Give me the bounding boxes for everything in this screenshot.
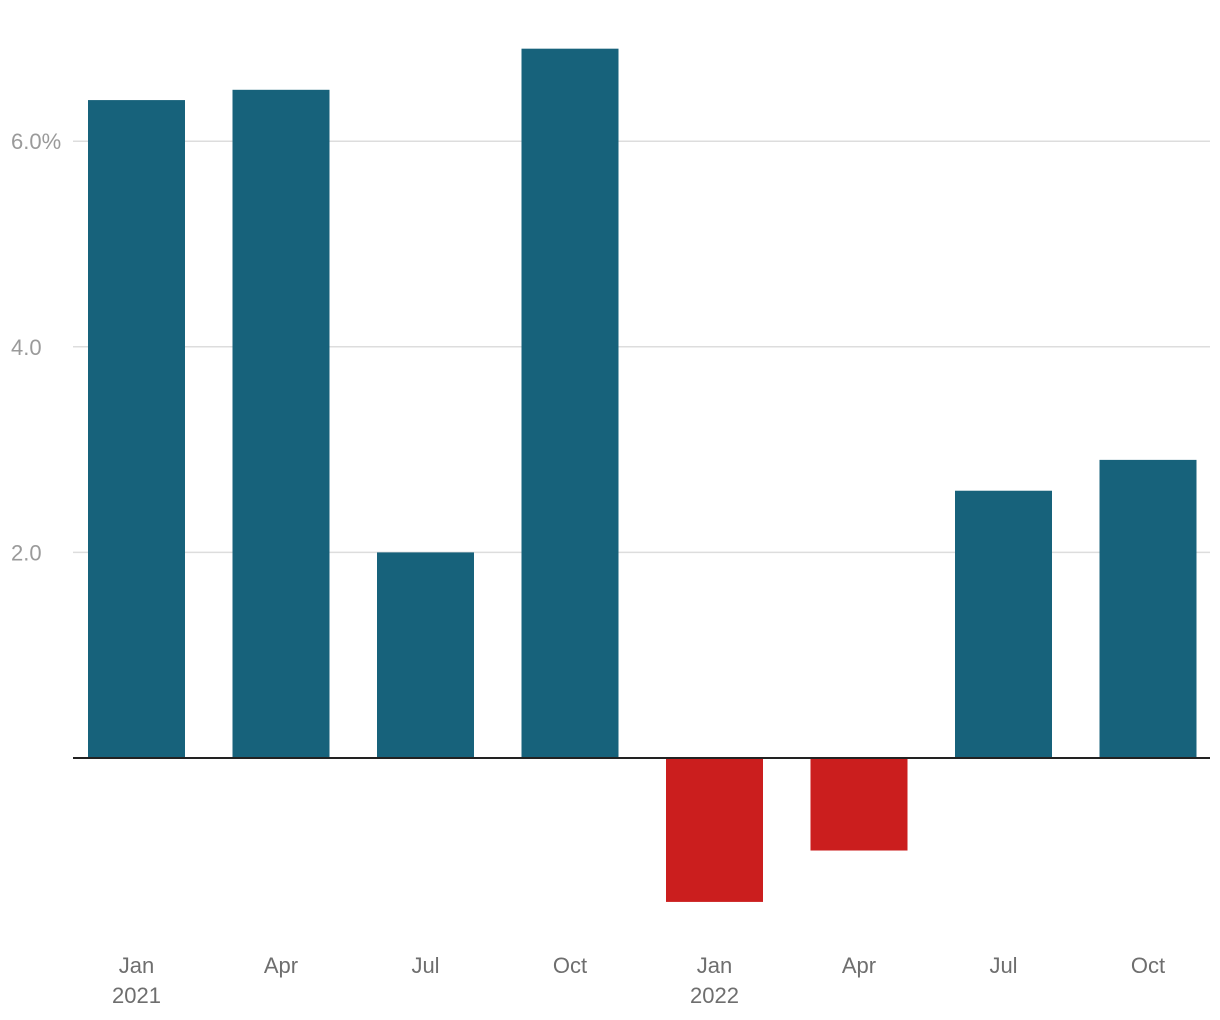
x-tick-label-month: Apr — [264, 953, 298, 978]
bar-apr-2022 — [810, 758, 908, 851]
x-tick-label-month: Apr — [842, 953, 876, 978]
x-tick-label-month: Jul — [989, 953, 1017, 978]
bar-apr-2021 — [232, 89, 330, 759]
x-tick-label-month: Jan — [697, 953, 732, 978]
y-tick-label: 2.0 — [11, 540, 42, 565]
x-tick-label-month: Oct — [553, 953, 587, 978]
y-axis-ticks: 6.0% 4.0 2.0 — [11, 129, 61, 565]
x-axis-ticks: Jan 2021 Apr Jul Oct Jan 2022 Apr Jul Oct — [112, 953, 1165, 1008]
bar-jul-2021 — [377, 552, 474, 758]
x-tick-label-month: Jan — [119, 953, 154, 978]
y-tick-label: 6.0% — [11, 129, 61, 154]
bar-jan-2022 — [666, 758, 763, 902]
bar-oct-2022 — [1099, 459, 1197, 758]
x-tick-label-month: Jul — [411, 953, 439, 978]
x-tick-label-year: 2021 — [112, 983, 161, 1008]
x-tick-label-month: Oct — [1131, 953, 1165, 978]
x-tick-label-year: 2022 — [690, 983, 739, 1008]
bar-oct-2021 — [521, 48, 619, 759]
y-tick-label: 4.0 — [11, 335, 42, 360]
bars — [88, 48, 1197, 902]
bar-jul-2022 — [955, 490, 1052, 758]
bar-jan-2021 — [88, 100, 185, 758]
